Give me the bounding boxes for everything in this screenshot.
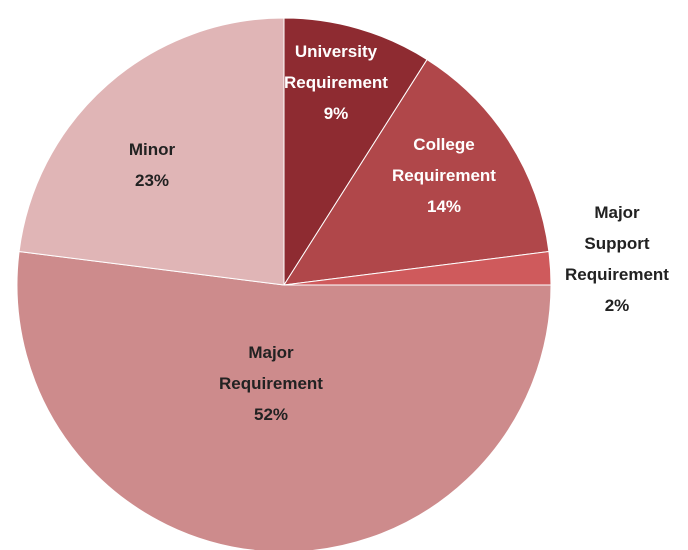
slice-label-line: Requirement <box>284 73 388 92</box>
slice-label-college-requirement: College Requirement 14% <box>392 135 496 216</box>
slice-percent: 14% <box>427 197 461 216</box>
slice-major-requirement <box>16 250 552 550</box>
slice-label-line: Requirement <box>219 374 323 393</box>
slice-label-line: Minor <box>129 140 176 159</box>
slice-label-university-requirement: University Requirement 9% <box>284 42 388 123</box>
slice-label-line: University <box>295 42 378 61</box>
slice-percent: 2% <box>605 296 630 315</box>
pie-slices <box>16 17 552 550</box>
slice-percent: 9% <box>324 104 349 123</box>
slice-minor <box>18 17 285 286</box>
slice-labels: University Requirement 9% College Requiremen… <box>129 42 669 424</box>
slice-university-requirement <box>283 17 428 287</box>
slice-label-line: Requirement <box>565 265 669 284</box>
slice-label-minor: Minor 23% <box>129 140 176 190</box>
slice-label-line: Major <box>248 343 294 362</box>
slice-percent: 23% <box>135 171 169 190</box>
slice-label-major-support-requirement: Major Support Requirement 2% <box>565 203 669 315</box>
slice-label-major-requirement: Major Requirement 52% <box>219 343 323 424</box>
slice-percent: 52% <box>254 405 288 424</box>
slice-label-line: College <box>413 135 474 154</box>
slice-label-line: Requirement <box>392 166 496 185</box>
slice-college-requirement <box>283 58 550 286</box>
slice-label-line: Major <box>594 203 640 222</box>
slice-label-line: Support <box>584 234 649 253</box>
